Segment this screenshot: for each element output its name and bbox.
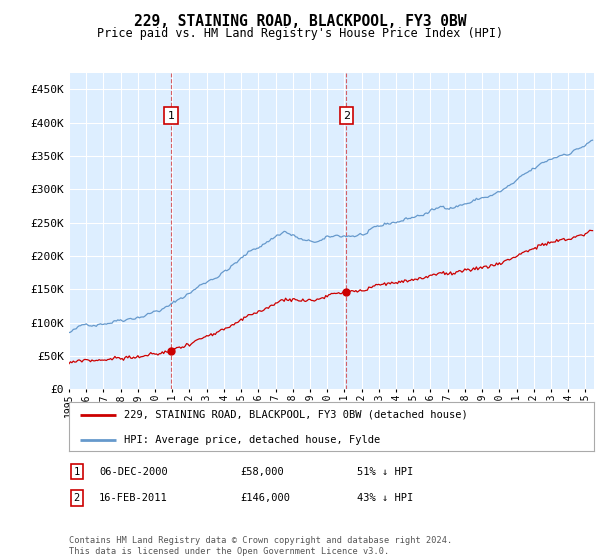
Text: HPI: Average price, detached house, Fylde: HPI: Average price, detached house, Fyld… bbox=[124, 435, 380, 445]
Text: 43% ↓ HPI: 43% ↓ HPI bbox=[357, 493, 413, 503]
Text: 2: 2 bbox=[74, 493, 80, 503]
Text: 16-FEB-2011: 16-FEB-2011 bbox=[99, 493, 168, 503]
Text: £58,000: £58,000 bbox=[240, 466, 284, 477]
Text: 229, STAINING ROAD, BLACKPOOL, FY3 0BW: 229, STAINING ROAD, BLACKPOOL, FY3 0BW bbox=[134, 14, 466, 29]
Point bbox=[341, 287, 351, 296]
Text: 2: 2 bbox=[343, 110, 350, 120]
Text: 06-DEC-2000: 06-DEC-2000 bbox=[99, 466, 168, 477]
Text: Contains HM Land Registry data © Crown copyright and database right 2024.
This d: Contains HM Land Registry data © Crown c… bbox=[69, 536, 452, 556]
Text: £146,000: £146,000 bbox=[240, 493, 290, 503]
Text: 1: 1 bbox=[74, 466, 80, 477]
Text: 1: 1 bbox=[167, 110, 175, 120]
Point bbox=[166, 346, 176, 355]
Text: Price paid vs. HM Land Registry's House Price Index (HPI): Price paid vs. HM Land Registry's House … bbox=[97, 27, 503, 40]
Text: 51% ↓ HPI: 51% ↓ HPI bbox=[357, 466, 413, 477]
Text: 229, STAINING ROAD, BLACKPOOL, FY3 0BW (detached house): 229, STAINING ROAD, BLACKPOOL, FY3 0BW (… bbox=[124, 410, 468, 420]
